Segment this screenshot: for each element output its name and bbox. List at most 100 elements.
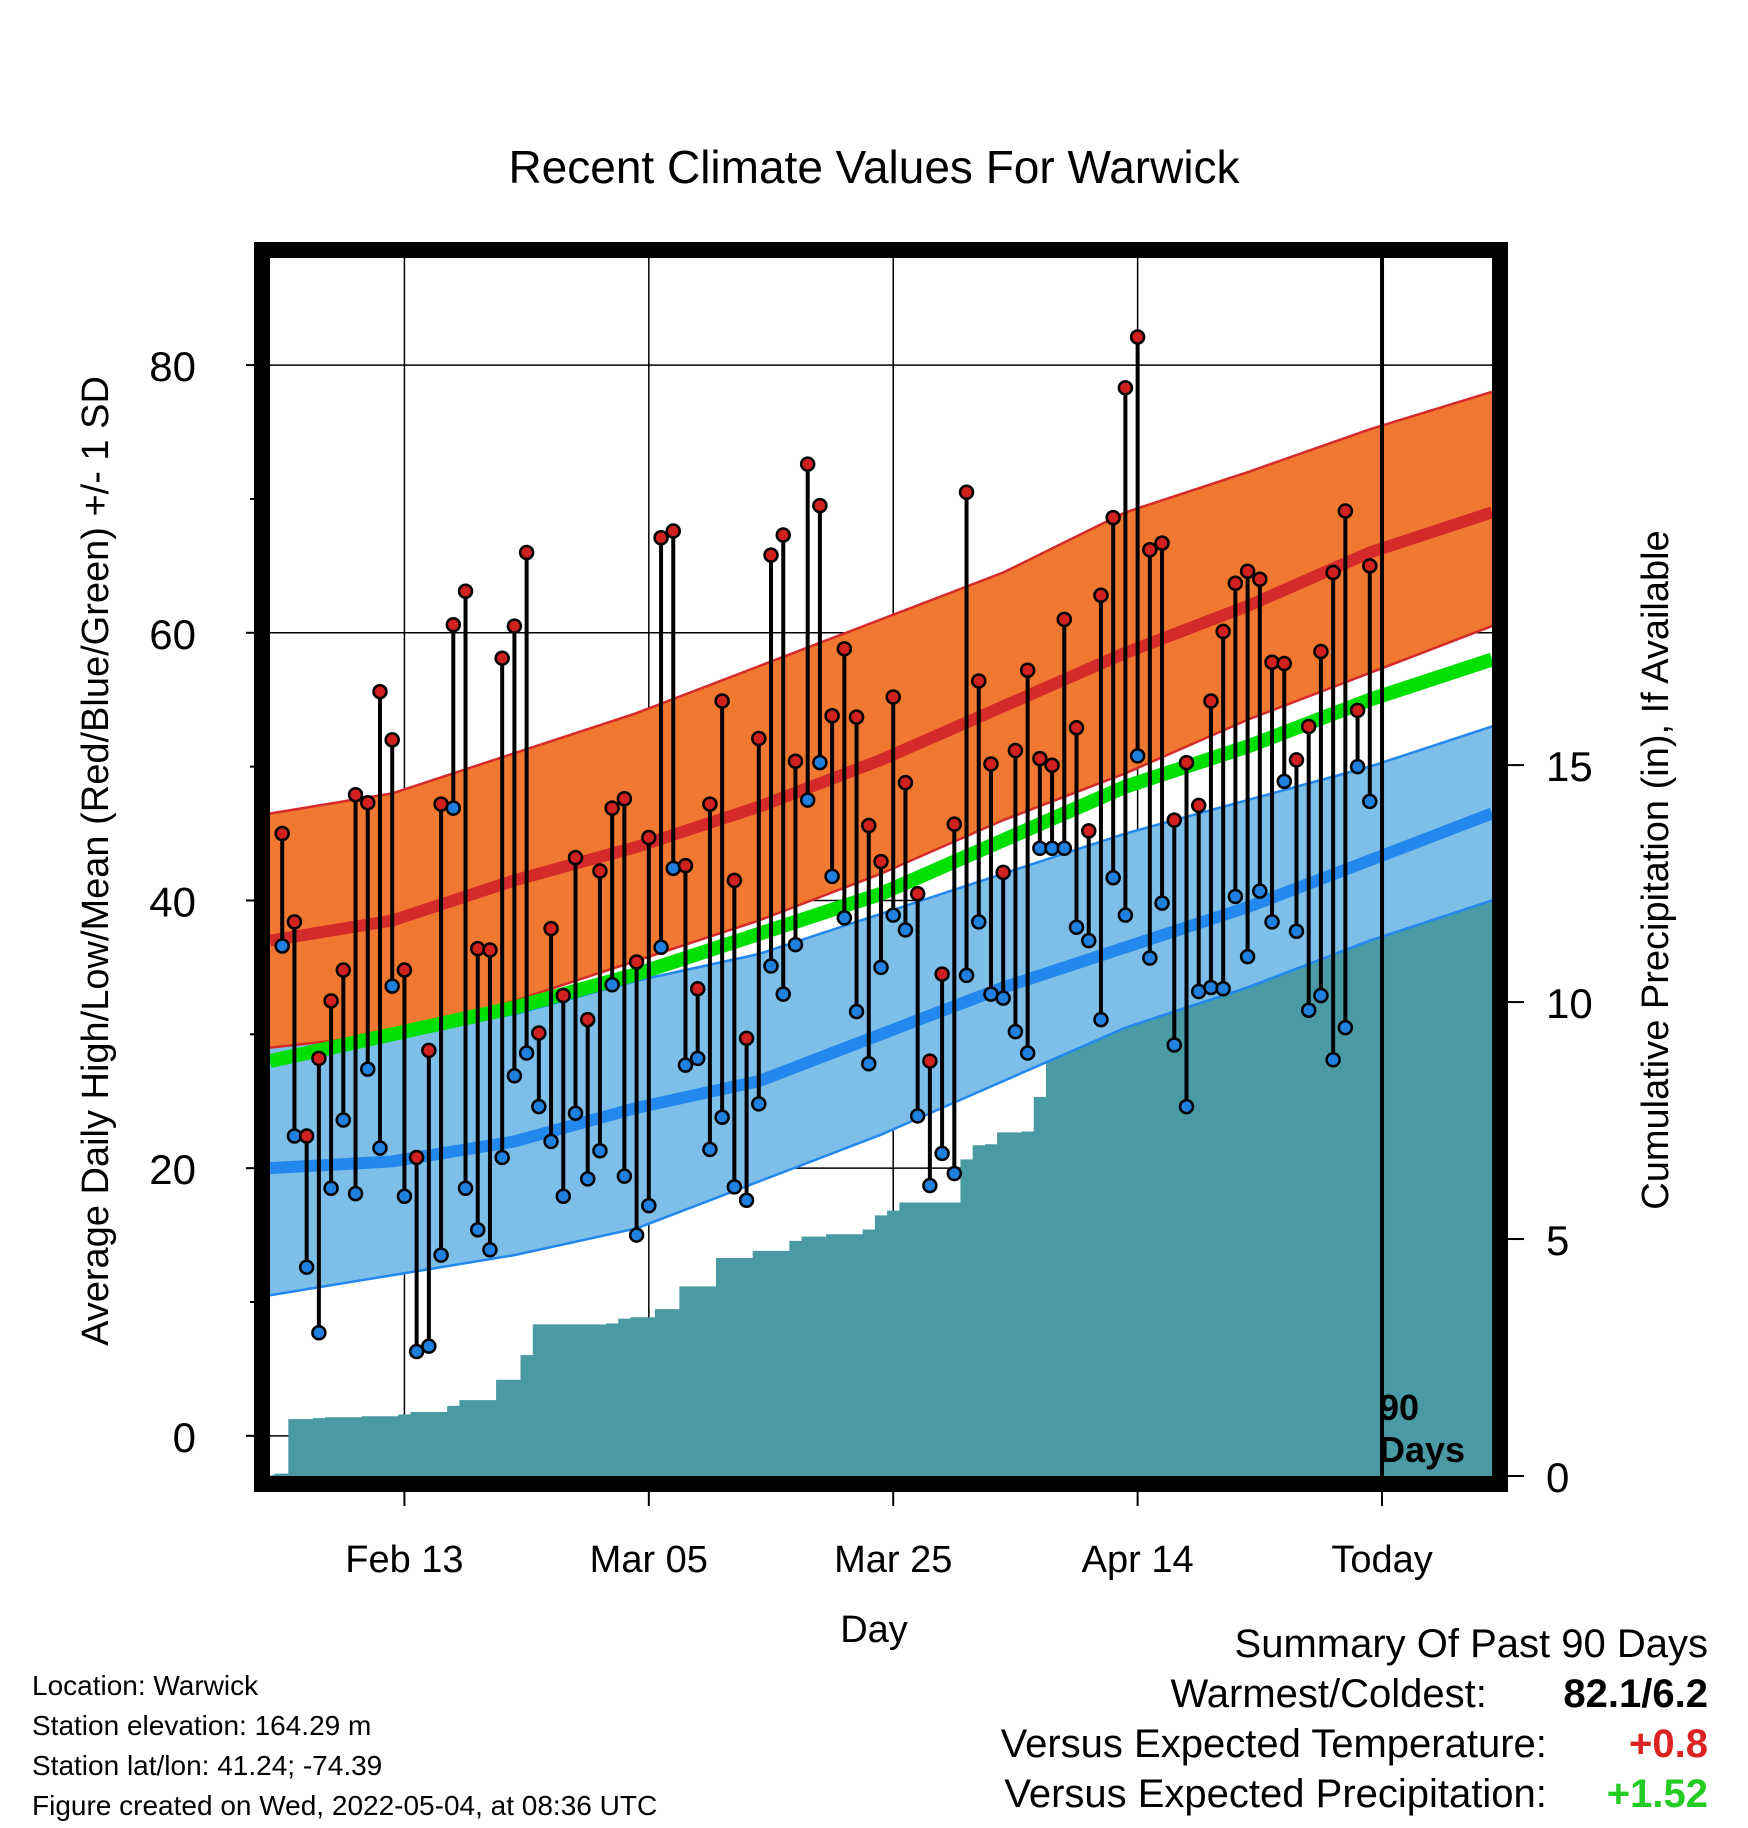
daily-high-point	[873, 853, 889, 870]
daily-low-point	[934, 1145, 950, 1162]
daily-low-point	[738, 1192, 755, 1209]
normal-low-line	[270, 807, 1492, 1175]
daily-low-point	[482, 1242, 498, 1258]
daily-low-point	[1154, 895, 1170, 911]
daily-high-point	[1349, 702, 1366, 719]
daily-high-point	[995, 864, 1011, 881]
y-tick-label: 0	[173, 1414, 196, 1461]
daily-low-point	[958, 967, 975, 984]
x-tick-label: Feb 13	[345, 1539, 463, 1581]
daily-high-point	[1154, 535, 1170, 551]
daily-high-point	[579, 1011, 596, 1028]
daily-low-point	[1300, 1002, 1317, 1018]
plot-frame	[254, 242, 1508, 1492]
daily-high-point	[983, 756, 999, 772]
daily-high-point	[1252, 571, 1268, 587]
daily-low-point	[592, 1143, 608, 1159]
y-axis-label: Average Daily High/Low/Mean (Red/Blue/Gr…	[75, 376, 117, 1346]
daily-low-point	[445, 800, 462, 816]
normal-high-line	[270, 506, 1492, 947]
daily-high-point	[457, 583, 474, 600]
y-tick-label: 20	[149, 1146, 196, 1193]
daily-high-point	[1007, 742, 1024, 759]
daily-high-point	[469, 940, 486, 957]
daily-high-point	[922, 1053, 938, 1069]
daily-low-point	[1252, 883, 1268, 899]
summary-precip-row: Versus Expected Precipitation: +1.52	[1004, 1772, 1708, 1817]
daily-low-point	[812, 754, 828, 771]
daily-high-point	[311, 1050, 327, 1067]
daily-low-point	[1129, 748, 1146, 764]
today-label-line1: 90	[1379, 1387, 1419, 1428]
chart-title: Recent Climate Values For Warwick	[508, 141, 1240, 193]
daily-high-point	[1178, 754, 1195, 771]
daily-high-point	[543, 920, 559, 937]
y2-tick-label: 15	[1546, 743, 1593, 790]
daily-high-point	[799, 456, 816, 472]
daily-high-point	[861, 817, 877, 834]
daily-low-point	[518, 1045, 535, 1061]
daily-low-point	[506, 1068, 523, 1084]
daily-high-point	[1117, 380, 1134, 396]
daily-low-point	[763, 958, 779, 974]
daily-high-point	[1276, 655, 1293, 672]
daily-low-point	[1093, 1011, 1109, 1028]
daily-low-point	[897, 922, 914, 938]
daily-low-point	[714, 1109, 730, 1126]
daily-high-point	[726, 872, 743, 889]
daily-high-point	[372, 683, 388, 700]
daily-low-point	[971, 914, 987, 930]
daily-high-point	[934, 966, 950, 982]
daily-low-point	[702, 1141, 718, 1158]
daily-low-point	[848, 1003, 865, 1020]
daily-high-point	[1068, 720, 1085, 736]
daily-high-point	[1105, 509, 1121, 526]
daily-high-point	[836, 641, 853, 657]
daily-high-point	[971, 673, 987, 689]
daily-low-point	[360, 1061, 376, 1077]
daily-low-point	[1166, 1037, 1183, 1053]
daily-low-point	[1362, 793, 1378, 810]
daily-low-point	[1325, 1051, 1341, 1068]
daily-high-point	[909, 886, 926, 902]
daily-high-point	[1142, 542, 1158, 558]
daily-high-point	[360, 795, 376, 811]
location-text: Location: Warwick	[32, 1670, 259, 1701]
daily-low-point	[372, 1140, 388, 1156]
daily-low-point	[604, 977, 620, 993]
daily-high-point	[1300, 718, 1317, 735]
daily-low-point	[836, 910, 853, 926]
daily-high-point	[1227, 575, 1244, 591]
daily-low-point	[1117, 907, 1134, 923]
precip-value: +1.52	[1606, 1772, 1708, 1816]
daily-high-point	[958, 484, 975, 500]
y2-tick-label: 10	[1546, 980, 1593, 1027]
daily-low-point	[421, 1338, 437, 1354]
daily-low-point	[1068, 919, 1085, 935]
daily-low-point	[665, 860, 682, 877]
daily-low-point	[323, 1180, 339, 1196]
x-tick-label: Apr 14	[1082, 1539, 1194, 1581]
daily-low-point	[1019, 1045, 1036, 1061]
daily-low-point	[1227, 888, 1244, 905]
daily-high-point	[1190, 797, 1207, 814]
daily-low-point	[689, 1050, 706, 1067]
daily-high-point	[677, 857, 694, 874]
daily-high-point	[848, 709, 865, 725]
summary-heading: Summary Of Past 90 Days	[1234, 1622, 1708, 1666]
daily-high-point	[323, 993, 339, 1009]
daily-low-point	[751, 1096, 767, 1112]
daily-high-point	[897, 774, 914, 791]
precip-label: Versus Expected Precipitation:	[1004, 1772, 1547, 1816]
daily-low-point	[922, 1177, 938, 1194]
x-tick-label: Mar 05	[590, 1539, 708, 1581]
daily-high-point	[1288, 752, 1305, 768]
daily-low-point	[824, 868, 840, 885]
daily-high-point	[653, 529, 669, 546]
daily-high-point	[1215, 623, 1231, 640]
y-tick-label: 80	[149, 343, 196, 390]
daily-high-point	[335, 962, 352, 978]
daily-high-point	[482, 942, 498, 958]
daily-low-point	[1288, 923, 1305, 939]
x-tick-label: Mar 25	[834, 1539, 952, 1581]
